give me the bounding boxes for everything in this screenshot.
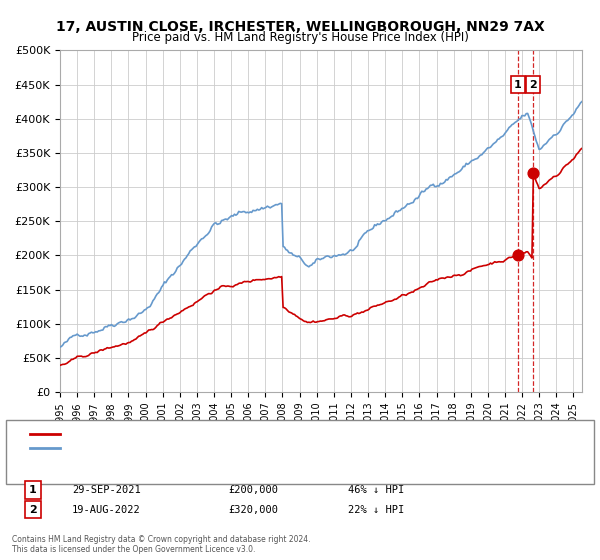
Text: Price paid vs. HM Land Registry's House Price Index (HPI): Price paid vs. HM Land Registry's House …	[131, 31, 469, 44]
Text: 2: 2	[29, 505, 37, 515]
Text: 2: 2	[529, 80, 536, 90]
Text: 17, AUSTIN CLOSE, IRCHESTER, WELLINGBOROUGH, NN29 7AX (detached house): 17, AUSTIN CLOSE, IRCHESTER, WELLINGBORO…	[72, 430, 437, 438]
Text: 19-AUG-2022: 19-AUG-2022	[72, 505, 141, 515]
Text: 17, AUSTIN CLOSE, IRCHESTER, WELLINGBOROUGH, NN29 7AX: 17, AUSTIN CLOSE, IRCHESTER, WELLINGBORO…	[56, 20, 544, 34]
Text: Contains HM Land Registry data © Crown copyright and database right 2024.
This d: Contains HM Land Registry data © Crown c…	[12, 535, 311, 554]
Text: 46% ↓ HPI: 46% ↓ HPI	[348, 485, 404, 495]
Text: £200,000: £200,000	[228, 485, 278, 495]
Text: 29-SEP-2021: 29-SEP-2021	[72, 485, 141, 495]
Text: HPI: Average price, detached house, North Northamptonshire: HPI: Average price, detached house, Nort…	[72, 444, 350, 452]
Text: 1: 1	[29, 485, 37, 495]
Point	[513, 251, 523, 260]
Text: £320,000: £320,000	[228, 505, 278, 515]
Point	[528, 169, 538, 178]
Text: 1: 1	[514, 80, 521, 90]
Text: 22% ↓ HPI: 22% ↓ HPI	[348, 505, 404, 515]
